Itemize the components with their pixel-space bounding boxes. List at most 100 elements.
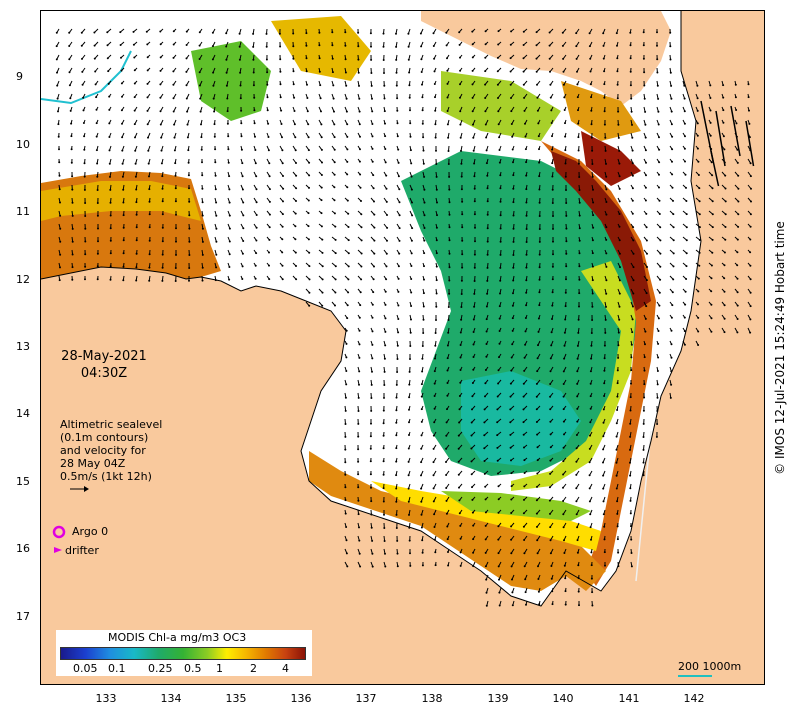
velocity-arrow-head	[397, 277, 400, 280]
velocity-arrow-head	[268, 238, 271, 241]
velocity-arrow-head	[484, 83, 487, 86]
velocity-arrow-head	[435, 252, 438, 255]
velocity-arrow-head	[446, 96, 449, 99]
velocity-arrow-head	[188, 267, 191, 269]
velocity-arrow-head	[486, 174, 489, 177]
velocity-arrow-head	[722, 109, 725, 112]
velocity-arrow-head	[509, 83, 512, 86]
velocity-arrow-head	[359, 304, 362, 307]
velocity-arrow-head	[371, 123, 374, 125]
velocity-arrow-head	[697, 174, 700, 176]
velocity-arrow-head	[410, 252, 413, 255]
velocity-arrow-head	[228, 240, 231, 243]
velocity-arrow-head	[496, 459, 499, 462]
velocity-arrow-head	[590, 344, 593, 347]
velocity-arrow-head	[459, 83, 461, 86]
velocity-arrow-head	[523, 552, 526, 555]
velocity-arrow-head	[458, 395, 461, 397]
velocity-arrow-head	[175, 253, 177, 256]
velocity-arrow-head	[242, 214, 245, 217]
velocity-arrow-head	[498, 305, 501, 308]
velocity-arrow-head	[683, 84, 686, 87]
velocity-arrow-head	[371, 343, 374, 346]
velocity-arrow-head	[398, 188, 401, 191]
velocity-arrow-head	[484, 123, 487, 126]
velocity-arrow-head	[359, 173, 362, 176]
velocity-arrow-head	[135, 201, 138, 204]
velocity-arrow-head	[461, 266, 464, 269]
velocity-arrow-head	[70, 148, 73, 151]
velocity-arrow-head	[509, 57, 512, 60]
velocity-arrow-head	[564, 175, 567, 178]
velocity-arrow-head	[385, 174, 388, 177]
velocity-arrow-head	[420, 434, 423, 437]
velocity-arrow-head	[499, 200, 502, 203]
map-area[interactable]	[40, 10, 765, 685]
velocity-arrow-head	[672, 199, 674, 202]
velocity-arrow-head	[698, 200, 701, 203]
velocity-arrow-head	[433, 382, 436, 385]
velocity-arrow-head	[629, 57, 632, 60]
velocity-arrow-head	[134, 162, 137, 165]
velocity-arrow-head	[383, 110, 386, 113]
velocity-arrow-head	[359, 148, 361, 151]
velocity-arrow-head	[198, 58, 201, 60]
velocity-arrow-head	[564, 590, 567, 593]
velocity-arrow-head	[267, 136, 270, 138]
velocity-arrow-head	[446, 382, 449, 384]
velocity-arrow-head	[722, 96, 725, 99]
velocity-arrow-head	[358, 370, 361, 373]
drifter-label: drifter	[65, 544, 99, 557]
velocity-arrow-head	[591, 239, 594, 242]
velocity-arrow-head	[735, 122, 738, 125]
velocity-arrow-head	[83, 175, 86, 178]
velocity-arrow-head	[433, 538, 436, 541]
velocity-arrow-head	[161, 213, 164, 216]
velocity-arrow-head	[382, 32, 385, 35]
velocity-arrow-head	[396, 135, 399, 138]
velocity-arrow-head	[537, 317, 540, 320]
velocity-arrow-head	[511, 591, 514, 594]
velocity-arrow-head	[396, 344, 399, 347]
velocity-arrow-head	[445, 461, 447, 463]
velocity-arrow-head	[522, 408, 525, 411]
velocity-arrow-head	[511, 317, 514, 320]
velocity-arrow-head	[83, 135, 86, 138]
velocity-arrow-head	[578, 604, 580, 607]
velocity-arrow-head	[200, 148, 203, 151]
velocity-arrow-head	[346, 304, 349, 307]
velocity-arrow-head	[563, 552, 566, 554]
velocity-arrow-head	[174, 280, 177, 282]
velocity-arrow-head	[447, 319, 450, 321]
velocity-arrow-head	[294, 212, 297, 215]
velocity-arrow-head	[254, 277, 257, 280]
velocity-arrow-head	[447, 331, 450, 334]
velocity-arrow-head	[536, 433, 539, 436]
velocity-arrow-head	[671, 135, 674, 138]
velocity-arrow-head	[407, 32, 410, 35]
velocity-arrow-head	[148, 226, 151, 229]
velocity-arrow-head	[121, 95, 123, 98]
velocity-arrow-head	[320, 186, 323, 189]
velocity-arrow-head	[615, 461, 618, 464]
velocity-arrow-head	[683, 97, 686, 100]
velocity-arrow-head	[486, 227, 489, 230]
velocity-arrow-head	[292, 32, 295, 35]
velocity-arrow-head	[241, 175, 244, 178]
velocity-arrow-head	[510, 525, 513, 528]
velocity-arrow-head	[472, 343, 475, 346]
velocity-arrow-head	[432, 434, 435, 437]
velocity-arrow-head	[292, 57, 295, 60]
velocity-arrow-head	[461, 239, 464, 242]
velocity-arrow-head	[107, 70, 110, 73]
velocity-arrow-head	[471, 408, 473, 411]
velocity-arrow-head	[576, 344, 579, 347]
velocity-arrow-head	[185, 57, 188, 60]
velocity-arrow-head	[161, 226, 164, 229]
velocity-arrow-head	[307, 199, 310, 202]
velocity-arrow-head	[240, 135, 243, 138]
velocity-arrow-head	[435, 188, 438, 191]
velocity-arrow-head	[497, 565, 500, 568]
velocity-arrow-head	[445, 447, 448, 450]
velocity-arrow-head	[198, 44, 201, 47]
